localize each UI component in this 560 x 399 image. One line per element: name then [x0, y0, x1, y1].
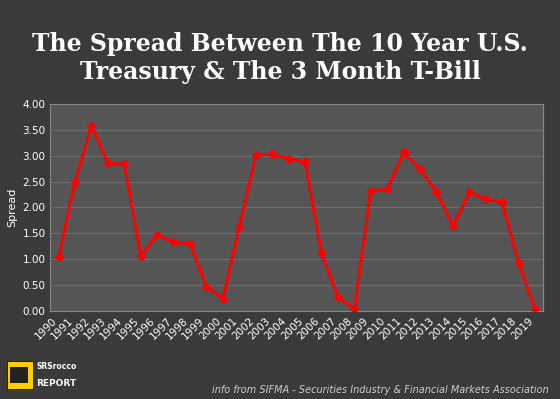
Text: SRSrocco: SRSrocco — [36, 362, 77, 371]
Text: info from SIFMA - Securities Industry & Financial Markets Association: info from SIFMA - Securities Industry & … — [212, 385, 549, 395]
Text: REPORT: REPORT — [36, 379, 76, 388]
Y-axis label: Spread: Spread — [7, 188, 17, 227]
Text: The Spread Between The 10 Year U.S.
Treasury & The 3 Month T-Bill: The Spread Between The 10 Year U.S. Trea… — [32, 32, 528, 84]
Bar — [10, 367, 28, 383]
Bar — [7, 361, 32, 389]
